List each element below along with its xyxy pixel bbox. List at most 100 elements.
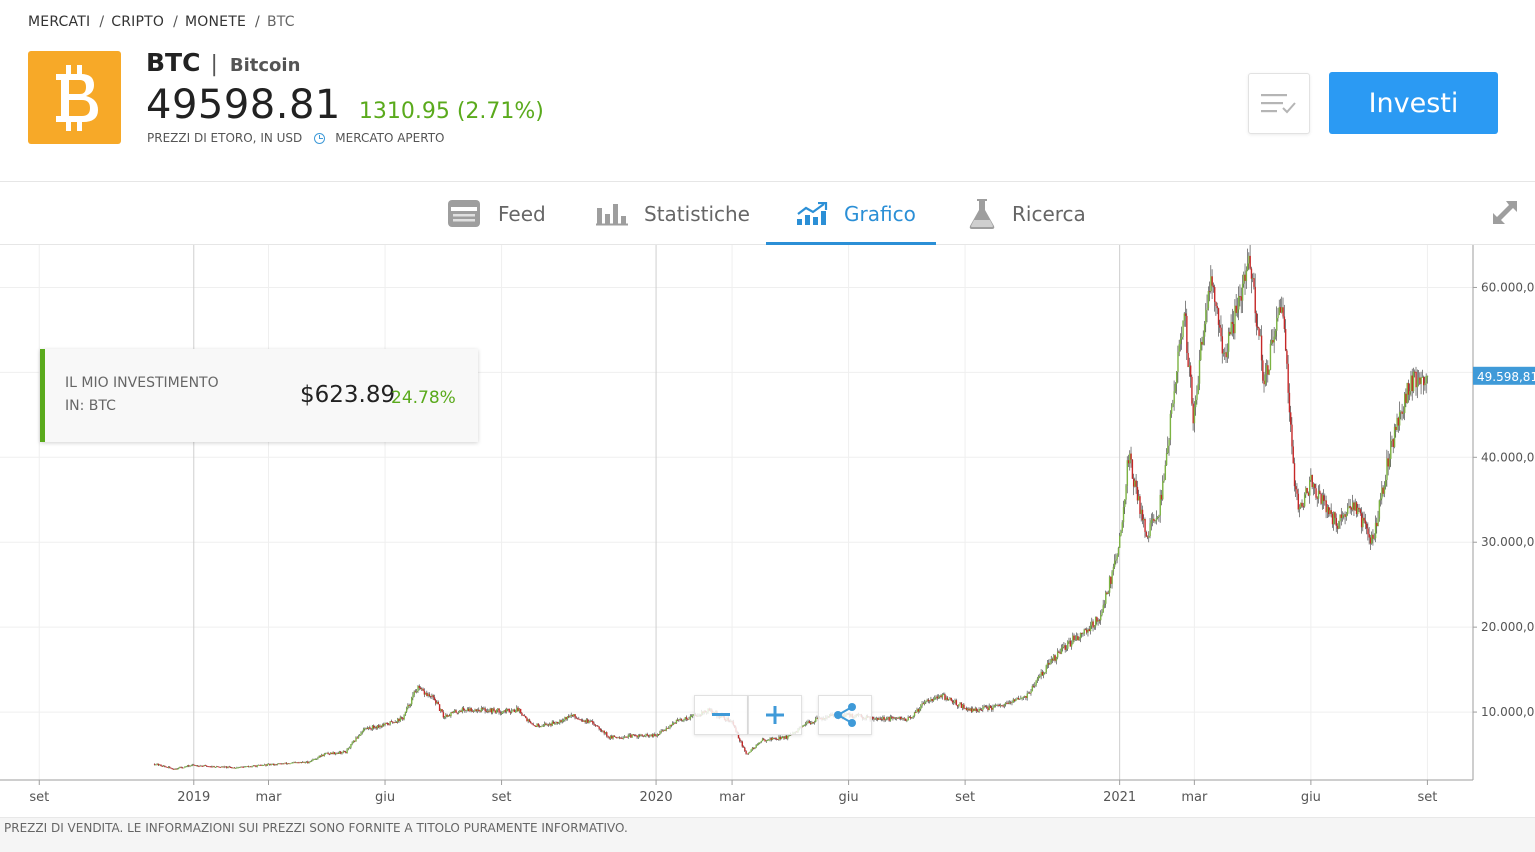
- candle: [602, 730, 604, 733]
- candle: [488, 709, 490, 714]
- candle-body: [1035, 680, 1037, 686]
- tab-research[interactable]: Ricerca: [968, 182, 1086, 245]
- candle-body: [1354, 502, 1357, 511]
- candle-body: [588, 720, 590, 723]
- candle: [298, 761, 300, 764]
- candle-body: [1006, 702, 1008, 704]
- candle: [582, 718, 584, 722]
- candle: [689, 714, 692, 721]
- candle: [986, 704, 988, 709]
- bitcoin-icon: [55, 64, 98, 131]
- candle-body: [367, 727, 370, 729]
- candle: [923, 699, 926, 706]
- candle: [169, 766, 171, 769]
- candle: [1037, 674, 1040, 681]
- candle-body: [398, 718, 400, 722]
- candle: [419, 686, 422, 690]
- candle: [687, 718, 689, 721]
- candle: [1233, 310, 1235, 340]
- candle-body: [958, 704, 960, 707]
- candle: [1360, 507, 1363, 534]
- candle: [380, 725, 383, 729]
- candle-body: [1069, 640, 1072, 647]
- candle: [386, 722, 389, 726]
- candle: [1303, 492, 1306, 508]
- zoom-in-button[interactable]: [748, 695, 802, 735]
- candle: [1234, 299, 1236, 340]
- candle-body: [198, 766, 200, 768]
- candle-body: [1208, 291, 1211, 292]
- breadcrumb-coins[interactable]: MONETE: [185, 14, 247, 30]
- candle: [639, 733, 641, 738]
- candle: [752, 747, 755, 750]
- candle-body: [414, 691, 417, 693]
- candle: [1246, 248, 1249, 272]
- candle-body: [1369, 537, 1372, 544]
- candle-body: [376, 725, 379, 729]
- candle: [1245, 266, 1248, 289]
- candle: [875, 716, 878, 721]
- tab-statistics[interactable]: Statistiche: [596, 182, 750, 245]
- candle-body: [551, 721, 554, 726]
- candle-body: [507, 708, 509, 710]
- candle: [227, 766, 229, 769]
- candle-body: [1357, 507, 1359, 515]
- candle-body: [1215, 301, 1217, 307]
- candle: [189, 765, 191, 768]
- candle: [1426, 375, 1429, 384]
- candle-body: [970, 708, 973, 712]
- watchlist-button[interactable]: [1248, 73, 1310, 134]
- candle: [941, 693, 944, 700]
- candle: [256, 764, 258, 768]
- tab-chart[interactable]: Grafico: [796, 182, 916, 245]
- candle-body: [188, 765, 190, 767]
- candle: [528, 718, 531, 723]
- candle: [1286, 349, 1288, 370]
- candle: [1144, 517, 1146, 538]
- my-investment-panel[interactable]: IL MIO INVESTIMENTO IN: BTC $623.89 24.7…: [40, 349, 478, 442]
- candle-body: [200, 765, 203, 767]
- tab-feed[interactable]: Feed: [446, 182, 546, 245]
- price-chart[interactable]: set 2019 mar giu set 2020 mar giu set 2021 mar giu s…: [0, 245, 1535, 817]
- candle-body: [266, 763, 269, 766]
- candle-body: [202, 765, 204, 767]
- candle: [193, 763, 195, 766]
- candle: [994, 703, 997, 708]
- candle: [1424, 376, 1426, 391]
- candle: [882, 715, 884, 722]
- candle: [557, 721, 560, 724]
- zoom-out-button[interactable]: [694, 695, 748, 735]
- candle: [932, 697, 935, 702]
- candle-body: [1325, 500, 1327, 513]
- candle-body: [635, 734, 637, 736]
- candle-body: [478, 709, 480, 711]
- candle-body: [1084, 629, 1087, 631]
- candle-body: [217, 766, 219, 768]
- candle: [1330, 503, 1332, 518]
- candle: [1390, 431, 1392, 468]
- breadcrumb-crypto[interactable]: CRIPTO: [111, 14, 165, 30]
- candle: [253, 765, 256, 767]
- candle: [1125, 484, 1127, 505]
- candle-body: [1124, 499, 1126, 508]
- share-button[interactable]: [818, 695, 872, 735]
- candle-body: [457, 711, 460, 713]
- candle-body: [675, 719, 678, 724]
- fullscreen-button[interactable]: [1490, 198, 1520, 228]
- breadcrumb-markets[interactable]: MERCATI: [28, 14, 91, 30]
- candle-body: [679, 718, 681, 720]
- candle: [669, 724, 671, 730]
- candle: [771, 736, 774, 741]
- candle-body: [1103, 603, 1106, 606]
- candle: [1212, 282, 1215, 293]
- candle-body: [1296, 489, 1298, 494]
- candle-body: [394, 722, 396, 723]
- candle-body: [1127, 460, 1130, 464]
- invest-button[interactable]: Investi: [1329, 72, 1498, 134]
- candle-body: [1051, 659, 1054, 661]
- candle: [961, 704, 964, 711]
- candle: [1174, 382, 1177, 394]
- candle: [158, 764, 161, 766]
- candle: [1145, 530, 1148, 537]
- candle: [940, 694, 942, 699]
